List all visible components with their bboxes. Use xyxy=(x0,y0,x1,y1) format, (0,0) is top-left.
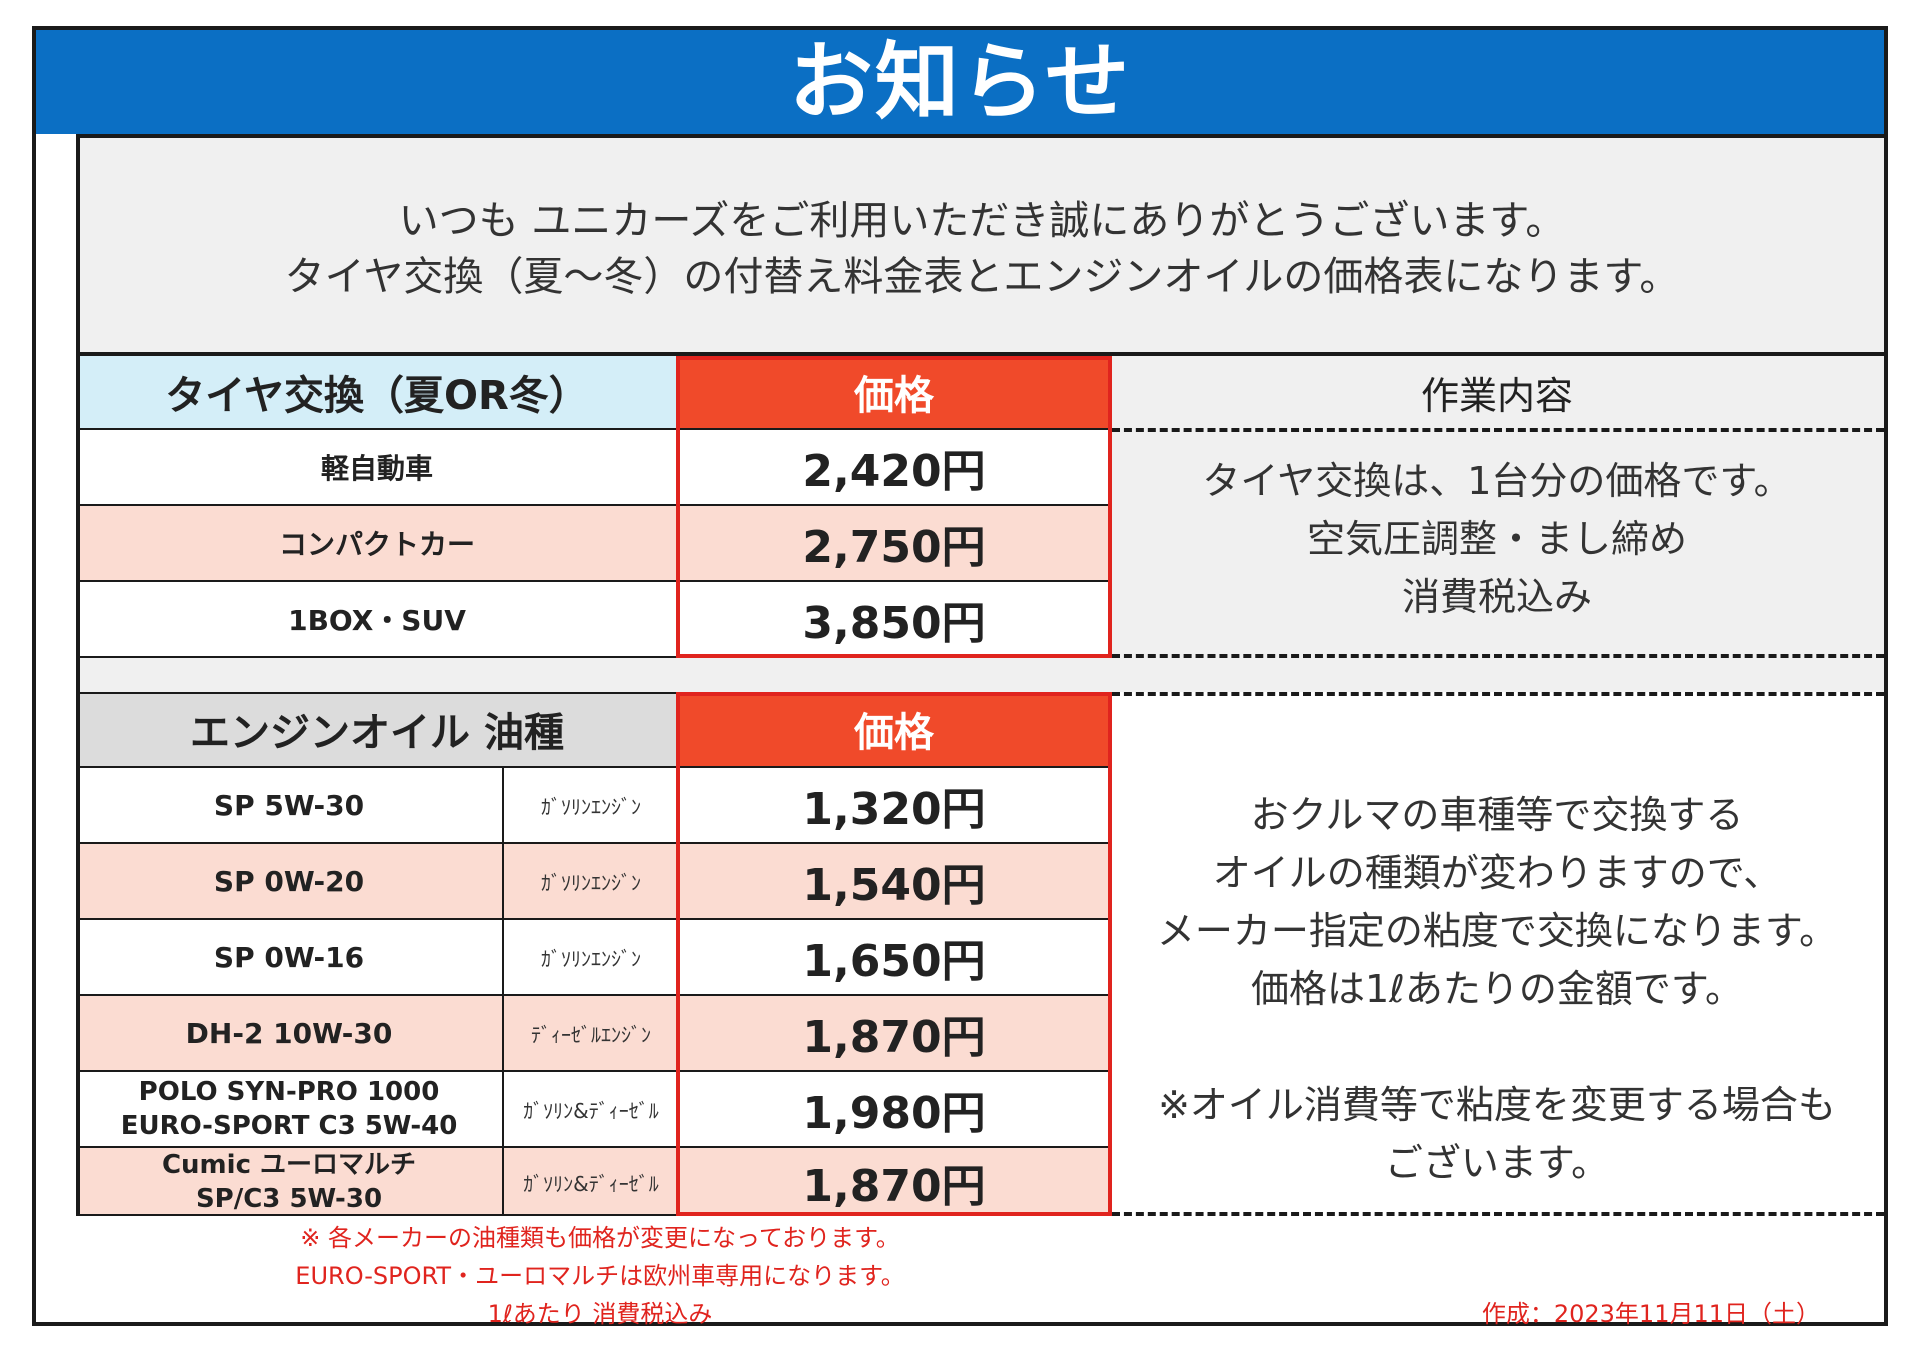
intro-panel: いつも ユニカーズをご利用いただき誠にありがとうございます。 タイヤ交換（夏～冬… xyxy=(76,134,1884,356)
work-content-text: タイヤ交換は、1台分の価格です。 空気圧調整・まし締め 消費税込み xyxy=(1110,452,1884,626)
oil-notes: おクルマの車種等で交換する オイルの種類が変わりますので、 メーカー指定の粘度で… xyxy=(1110,786,1884,1192)
tire-table-header: タイヤ交換（夏OR冬） xyxy=(76,356,678,428)
oil-row-label: SP 0W-20 xyxy=(76,844,502,918)
created-date: 作成：2023年11月11日（土） xyxy=(1481,1300,1820,1328)
oil-row-label: Cumic ユーロマルチ SP/C3 5W-30 xyxy=(76,1148,502,1216)
oil-note-line xyxy=(1110,1018,1884,1076)
work-line: タイヤ交換は、1台分の価格です。 xyxy=(1202,459,1792,503)
tire-row-label: コンパクトカー xyxy=(76,506,678,580)
footnote-3: 1ℓあたり 消費税込み xyxy=(487,1300,713,1328)
oil-note-line: 価格は1ℓあたりの金額です。 xyxy=(1250,967,1744,1011)
work-line: 消費税込み xyxy=(1401,575,1592,619)
dashed-divider xyxy=(1112,654,1884,658)
divider xyxy=(76,766,1110,768)
divider xyxy=(76,918,1110,920)
dashed-divider xyxy=(1112,1212,1884,1216)
divider xyxy=(76,504,1110,506)
tire-row-price: 2,420円 xyxy=(678,430,1110,504)
tire-price-header: 価格 xyxy=(678,356,1110,428)
table-gap xyxy=(76,656,1884,692)
oil-row-price: 1,650円 xyxy=(678,920,1110,994)
divider xyxy=(76,354,1884,356)
oil-row-label: POLO SYN-PRO 1000 EURO-SPORT C3 5W-40 xyxy=(76,1072,502,1146)
dashed-divider xyxy=(1112,428,1884,432)
oil-row-fuel: ﾃﾞｨｰｾﾞﾙｴﾝｼﾞﾝ xyxy=(504,996,678,1070)
oil-row-fuel: ｶﾞｿﾘﾝ&ﾃﾞｨｰｾﾞﾙ xyxy=(504,1148,678,1216)
dashed-divider xyxy=(1112,692,1884,696)
intro-line-2: タイヤ交換（夏～冬）の付替え料金表とエンジンオイルの価格表になります。 xyxy=(284,254,1680,300)
divider xyxy=(502,766,504,1216)
tables-area: タイヤ交換（夏OR冬） 価格 作業内容 軽自動車 2,420円 コンパクトカー … xyxy=(76,354,1884,1216)
tire-row-price: 2,750円 xyxy=(678,506,1110,580)
oil-row-fuel: ｶﾞｿﾘﾝｴﾝｼﾞﾝ xyxy=(504,920,678,994)
oil-row-label: DH-2 10W-30 xyxy=(76,996,502,1070)
divider xyxy=(76,692,1110,694)
oil-row-price: 1,870円 xyxy=(678,996,1110,1070)
oil-note-line: メーカー指定の粘度で交換になります。 xyxy=(1156,909,1838,953)
intro-line-1: いつも ユニカーズをご利用いただき誠にありがとうございます。 xyxy=(398,198,1566,244)
oil-row-price: 1,980円 xyxy=(678,1072,1110,1146)
tire-row-label: 1BOX・SUV xyxy=(76,582,678,656)
divider xyxy=(76,656,1110,658)
divider xyxy=(76,1146,1110,1148)
divider xyxy=(76,580,1110,582)
work-content-header: 作業内容 xyxy=(1110,356,1884,428)
oil-row-fuel: ｶﾞｿﾘﾝｴﾝｼﾞﾝ xyxy=(504,768,678,842)
oil-row-price: 1,870円 xyxy=(678,1148,1110,1216)
oil-note-line: おクルマの車種等で交換する xyxy=(1250,793,1744,837)
footnote-2: EURO-SPORT・ユーロマルチは欧州車専用になります。 xyxy=(295,1262,905,1290)
tire-row-price: 3,850円 xyxy=(678,582,1110,656)
work-content-bg xyxy=(1110,428,1884,656)
work-line: 空気圧調整・まし締め xyxy=(1306,517,1687,561)
oil-price-column-border xyxy=(676,692,1112,1216)
oil-table-header: エンジンオイル 油種 xyxy=(76,692,678,766)
divider xyxy=(76,1214,1110,1216)
oil-row-price: 1,540円 xyxy=(678,844,1110,918)
oil-note-line: ※オイル消費等で粘度を変更する場合も xyxy=(1158,1083,1836,1127)
oil-row-fuel: ｶﾞｿﾘﾝｴﾝｼﾞﾝ xyxy=(504,844,678,918)
divider xyxy=(76,1070,1110,1072)
footnote-1: ※ 各メーカーの油種類も価格が変更になっております。 xyxy=(300,1224,900,1252)
page-title: お知らせ xyxy=(36,30,1884,134)
tire-row-label: 軽自動車 xyxy=(76,430,678,504)
divider xyxy=(76,842,1110,844)
notice-frame xyxy=(32,26,1888,1326)
oil-note-line: オイルの種類が変わりますので、 xyxy=(1212,851,1782,895)
divider xyxy=(76,994,1110,996)
divider xyxy=(76,428,1110,430)
oil-row-price: 1,320円 xyxy=(678,768,1110,842)
divider xyxy=(76,356,80,1216)
oil-row-label: SP 5W-30 xyxy=(76,768,502,842)
oil-row-label: SP 0W-16 xyxy=(76,920,502,994)
tire-price-column-border xyxy=(676,356,1112,658)
oil-row-fuel: ｶﾞｿﾘﾝ&ﾃﾞｨｰｾﾞﾙ xyxy=(504,1072,678,1146)
oil-note-line: ございます。 xyxy=(1384,1141,1610,1185)
oil-price-header: 価格 xyxy=(678,692,1110,766)
